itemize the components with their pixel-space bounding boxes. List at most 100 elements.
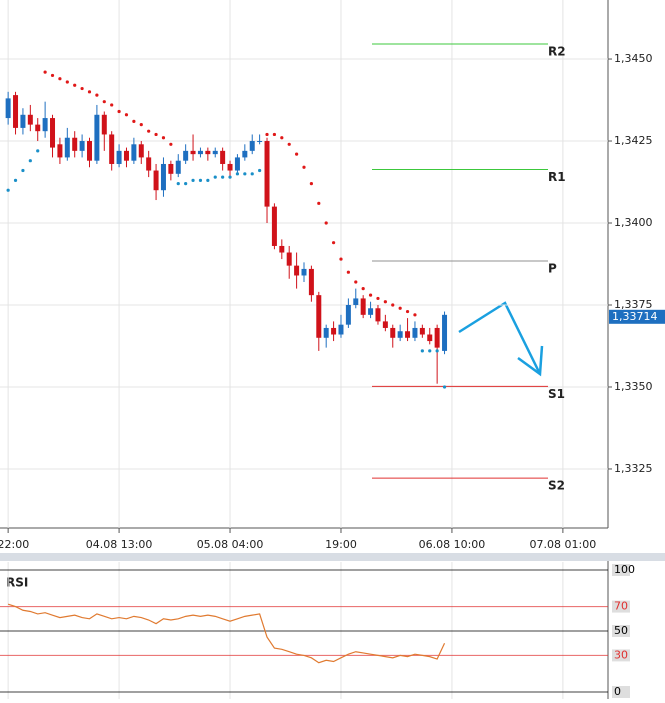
candle-body — [72, 137, 78, 151]
sar-dot — [154, 132, 158, 137]
candle-body — [353, 298, 359, 305]
sar-dot — [50, 73, 55, 78]
candle-body — [227, 163, 233, 171]
candle-body — [323, 327, 329, 338]
candle-body — [382, 321, 388, 328]
rsi-line — [7, 603, 446, 664]
sar-dot — [21, 168, 25, 173]
candle-body — [397, 331, 403, 338]
x-tick-label: 8 22:00 — [0, 538, 29, 551]
sar-dot — [191, 178, 195, 182]
y-tick-label: 1,3425 — [614, 134, 653, 147]
x-tick-label: 19:00 — [325, 538, 357, 551]
sar-dot — [309, 182, 313, 186]
sar-dot — [206, 178, 210, 182]
sar-dot — [295, 152, 299, 156]
x-tick-label: 04.08 13:00 — [86, 538, 153, 551]
sar-dot — [43, 70, 47, 74]
last-price-box — [609, 309, 665, 324]
candle-body — [197, 150, 203, 155]
rsi-tick-box — [612, 625, 630, 637]
candle-body — [368, 308, 374, 315]
candle-body — [175, 160, 181, 174]
sar-dot — [435, 349, 439, 353]
candle-body — [205, 150, 211, 155]
y-tick-label: 1,3400 — [614, 216, 653, 229]
candle-body — [279, 245, 285, 253]
x-tick-label: 07.08 01:00 — [530, 538, 597, 551]
sar-dot — [428, 349, 432, 353]
sar-dot — [132, 119, 136, 123]
candle-body — [79, 141, 85, 151]
candle-body — [234, 157, 240, 171]
candle-body — [27, 114, 33, 125]
candle-body — [427, 334, 433, 342]
candle-body — [20, 114, 26, 128]
sar-dot — [405, 309, 410, 314]
candle-body — [345, 304, 351, 325]
sar-dot — [272, 132, 277, 137]
sar-dot — [58, 77, 62, 81]
pivot-label: R1 — [548, 170, 566, 184]
candle-body — [86, 141, 92, 161]
candle-body — [116, 150, 122, 164]
sar-dot — [228, 175, 232, 179]
sar-dot — [346, 270, 350, 274]
candle-body — [390, 327, 396, 338]
sar-dot — [221, 175, 225, 179]
rsi-tick-box — [612, 564, 630, 576]
sar-dot — [398, 306, 402, 310]
sar-dot — [147, 129, 151, 133]
sar-dot — [420, 349, 424, 353]
rsi-tick-box — [612, 686, 630, 698]
candle-body — [257, 141, 263, 143]
pivot-label: P — [548, 262, 557, 276]
candle-body — [160, 163, 166, 191]
candle-body — [109, 134, 115, 164]
sar-dot — [124, 113, 129, 117]
candle-body — [286, 252, 292, 266]
sar-dot — [413, 313, 417, 317]
candle-body — [168, 163, 174, 174]
sar-dot — [28, 159, 32, 163]
candle-body — [442, 314, 448, 351]
sar-dot — [6, 188, 10, 192]
candle-body — [271, 206, 277, 246]
candle-body — [375, 308, 381, 322]
candle-body — [183, 150, 189, 161]
sar-dot — [13, 178, 18, 182]
candle-body — [190, 150, 196, 155]
rsi-tick-box — [612, 600, 630, 613]
sar-dot — [169, 142, 173, 146]
candle-body — [338, 324, 344, 335]
candle-body — [64, 137, 70, 158]
candle-body — [13, 95, 19, 128]
candle-body — [405, 331, 411, 338]
candle-body — [249, 141, 255, 151]
y-tick-label: 0 — [614, 685, 621, 698]
candle-body — [212, 150, 218, 155]
y-tick-label: 1,3375 — [614, 298, 653, 311]
sar-dot — [36, 149, 40, 153]
sar-dot — [73, 83, 77, 87]
sar-dot — [250, 172, 254, 176]
candle-body — [35, 124, 41, 132]
sar-dot — [243, 172, 247, 176]
sar-dot — [376, 296, 380, 301]
x-tick-label: 05.08 04:00 — [197, 538, 264, 551]
sar-dot — [383, 300, 387, 304]
candle-body — [138, 144, 144, 158]
y-tick-label: 1,3350 — [614, 380, 653, 393]
pivot-label: S1 — [548, 387, 565, 401]
pivot-label: R2 — [548, 44, 566, 58]
y-tick-label: 70 — [614, 600, 628, 613]
sar-dot — [65, 80, 69, 84]
candle-body — [294, 265, 300, 276]
candle-body — [434, 327, 440, 348]
x-tick-label: 06.08 10:00 — [419, 538, 486, 551]
sar-dot — [213, 175, 217, 179]
sar-dot — [368, 293, 373, 297]
sar-dot — [302, 165, 306, 169]
